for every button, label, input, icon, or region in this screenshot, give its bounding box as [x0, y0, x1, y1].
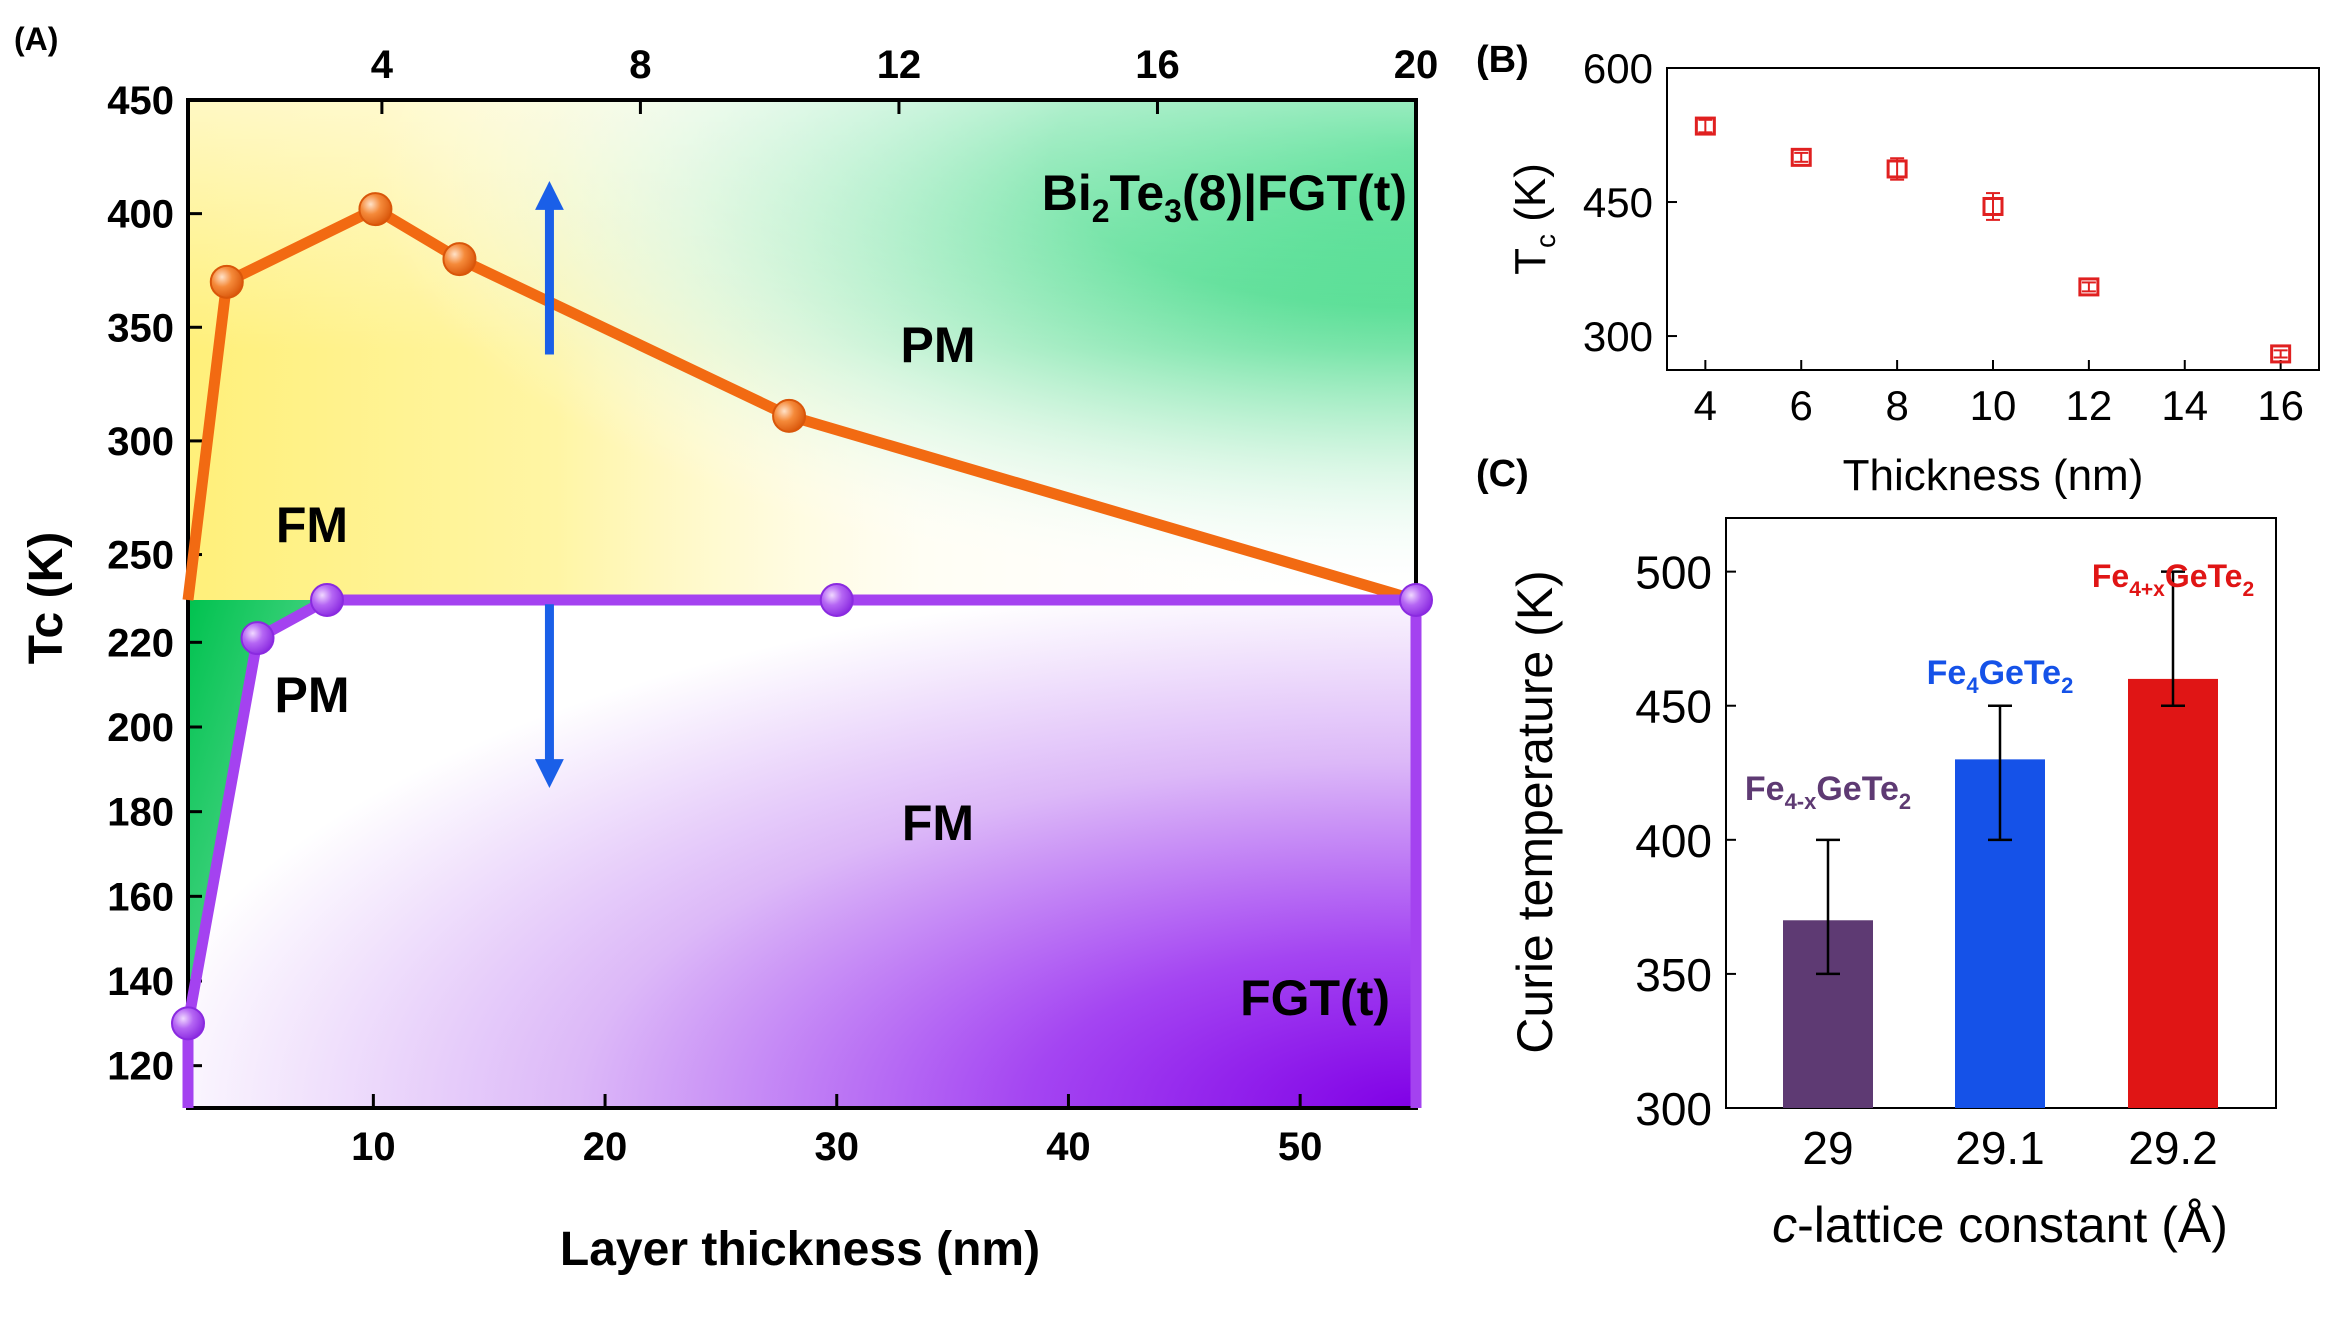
b-x-tick-label: 12 [2066, 382, 2113, 429]
c-y-tick-label: 300 [1635, 1083, 1712, 1135]
y-lower-tick-label: 140 [107, 960, 174, 1004]
fm-purple-region [188, 600, 1416, 1108]
label-fgt: FGT(t) [1240, 970, 1390, 1026]
panel-b-axes: 4 6 8 10 12 14 16 300 450 600 [1583, 45, 2304, 429]
panel-a-axes: 10 20 30 40 50 4 8 12 16 20 250 300 350 400 450 120 140 1… [107, 43, 1438, 1169]
series-fgt-point [1399, 583, 1433, 617]
series-bi2te3-fgt-point [209, 264, 244, 299]
y-lower-tick-label: 160 [107, 875, 174, 919]
panel-a-series [171, 192, 1433, 1108]
b-data-point [2078, 277, 2100, 297]
label-fm-upper: FM [276, 497, 348, 553]
b-x-tick-label: 14 [2161, 382, 2208, 429]
c-bar [2128, 678, 2218, 1108]
x-top-tick-label: 20 [1394, 43, 1439, 87]
label-pm-upper: PM [901, 317, 976, 373]
b-data-point [2270, 344, 2292, 364]
panel-c-axes: 300 350 400 450 500 29 29.1 29.2 [1635, 547, 2218, 1174]
panel-c: (C) 300 350 400 450 500 29 29.1 29.2 Fe4-xGeTe2… [1476, 453, 2277, 1253]
c-y-tick-label: 400 [1635, 815, 1712, 867]
c-y-tick-label: 500 [1635, 547, 1712, 599]
panel-b-label: (B) [1476, 39, 1529, 81]
label-bi2te3-fgt: Bi2Te3(8)|FGT(t) [1042, 165, 1407, 229]
y-lower-tick-label: 200 [107, 706, 174, 750]
series-fgt-point [240, 621, 275, 656]
pm-green-corner [188, 600, 328, 1024]
x-bottom-tick-label: 20 [583, 1125, 628, 1169]
yellow-fade [188, 100, 1416, 600]
c-bar-label: Fe4-xGeTe2 [1745, 770, 1911, 814]
x-top-tick-label: 16 [1135, 43, 1180, 87]
b-x-tick-label: 6 [1790, 382, 1813, 429]
b-y-tick-label: 450 [1583, 179, 1653, 226]
panel-b-points [1694, 116, 2292, 364]
panel-c-xlabel: c-lattice constant (Å) [1772, 1197, 2228, 1253]
x-bottom-tick-label: 10 [351, 1125, 396, 1169]
c-y-tick-label: 350 [1635, 949, 1712, 1001]
x-top-tick-label: 4 [371, 43, 394, 87]
x-bottom-tick-label: 40 [1046, 1125, 1091, 1169]
y-lower-tick-label: 220 [107, 621, 174, 665]
b-data-point [1982, 196, 2004, 216]
y-upper-tick-label: 450 [107, 79, 174, 123]
c-bar-label: Fe4+xGeTe2 [2092, 558, 2254, 601]
panel-b-xlabel: Thickness (nm) [1843, 451, 2144, 500]
b-x-tick-label: 10 [1970, 382, 2017, 429]
panel-a-label: (A) [14, 21, 58, 57]
series-fgt-point [310, 583, 345, 617]
y-lower-tick-label: 120 [107, 1045, 174, 1089]
series-fgt-point [819, 583, 854, 617]
series-bi2te3-fgt-line [182, 203, 1418, 606]
series-bi2te3-fgt-point [358, 192, 393, 227]
b-data-point [1886, 159, 1908, 179]
panel-c-ylabel: Curie temperature (K) [1507, 570, 1563, 1054]
x-bottom-tick-label: 30 [815, 1125, 860, 1169]
x-top-tick-label: 12 [877, 43, 922, 87]
y-upper-tick-label: 300 [107, 420, 174, 464]
y-upper-tick-label: 250 [107, 534, 174, 578]
series-bi2te3-fgt-point [442, 242, 477, 277]
c-bar-label: Fe4GeTe2 [1927, 654, 2074, 698]
y-lower-tick-label: 180 [107, 791, 174, 835]
x-top-tick-label: 8 [629, 43, 651, 87]
b-data-point [1790, 147, 1812, 167]
c-x-tick-label: 29.1 [1955, 1122, 2045, 1174]
c-x-tick-label: 29 [1802, 1122, 1853, 1174]
y-upper-tick-label: 400 [107, 193, 174, 237]
b-y-tick-label: 600 [1583, 45, 1653, 92]
panel-c-bars: Fe4-xGeTe2 Fe4GeTe2 Fe4+xGeTe2 [1745, 558, 2254, 1108]
panel-a: (A) 10 20 30 40 50 4 8 12 16 20 250 300 350 400 450 120… [14, 21, 1438, 1276]
series-fgt-point [171, 1006, 205, 1041]
panel-a-ylabel: Tc (K) [20, 532, 73, 664]
c-y-tick-label: 450 [1635, 681, 1712, 733]
b-data-point [1694, 116, 1716, 136]
b-y-tick-label: 300 [1583, 313, 1653, 360]
x-bottom-tick-label: 50 [1278, 1125, 1323, 1169]
panel-a-xlabel: Layer thickness (nm) [560, 1223, 1040, 1276]
panel-c-label: (C) [1476, 453, 1529, 495]
y-upper-tick-label: 350 [107, 306, 174, 350]
c-x-tick-label: 29.2 [2128, 1122, 2218, 1174]
b-x-tick-label: 4 [1694, 382, 1717, 429]
b-x-tick-label: 16 [2257, 382, 2304, 429]
label-fm-lower: FM [902, 795, 974, 851]
label-pm-lower: PM [275, 667, 350, 723]
b-x-tick-label: 8 [1885, 382, 1908, 429]
series-bi2te3-fgt-point [772, 398, 807, 433]
panel-b-ylabel: Tc (K) [1506, 163, 1561, 275]
